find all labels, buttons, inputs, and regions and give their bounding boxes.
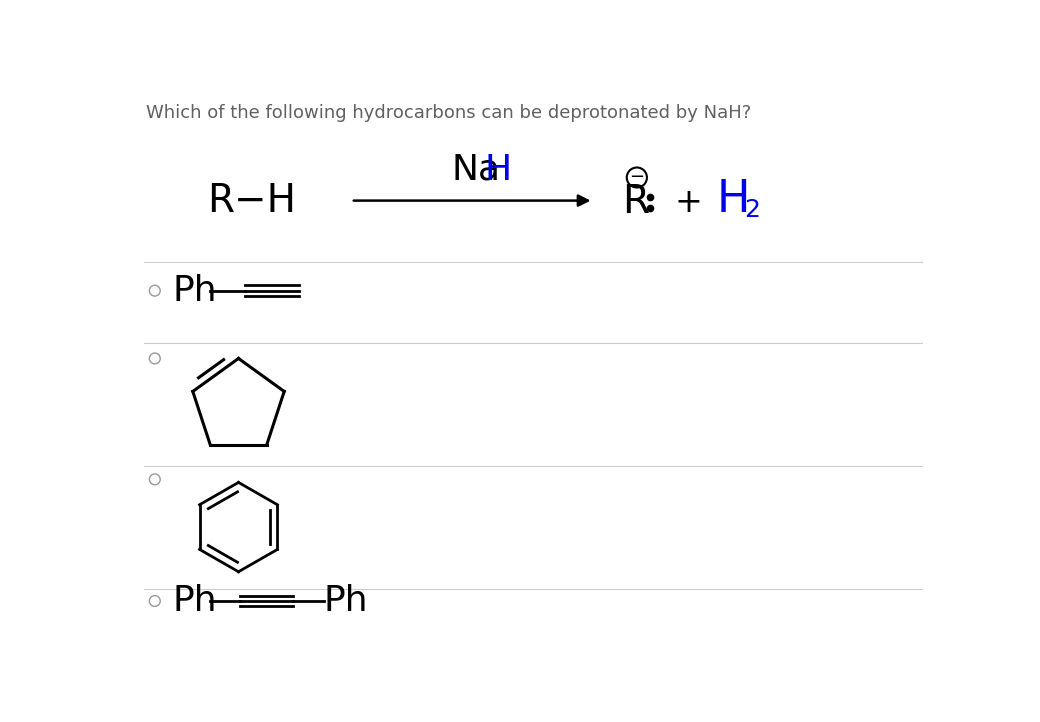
Text: +: + (674, 186, 702, 219)
Text: Ph: Ph (173, 584, 217, 618)
Text: −: − (629, 168, 645, 186)
Text: Ph: Ph (323, 584, 368, 618)
Text: Na: Na (451, 153, 500, 187)
Text: R−H: R−H (208, 182, 296, 219)
Text: Ph: Ph (173, 274, 217, 308)
Text: Which of the following hydrocarbons can be deprotonated by NaH?: Which of the following hydrocarbons can … (146, 103, 751, 121)
Text: 2: 2 (745, 198, 760, 222)
Text: R: R (622, 183, 649, 221)
Text: H: H (485, 153, 512, 187)
Text: H: H (717, 178, 750, 220)
